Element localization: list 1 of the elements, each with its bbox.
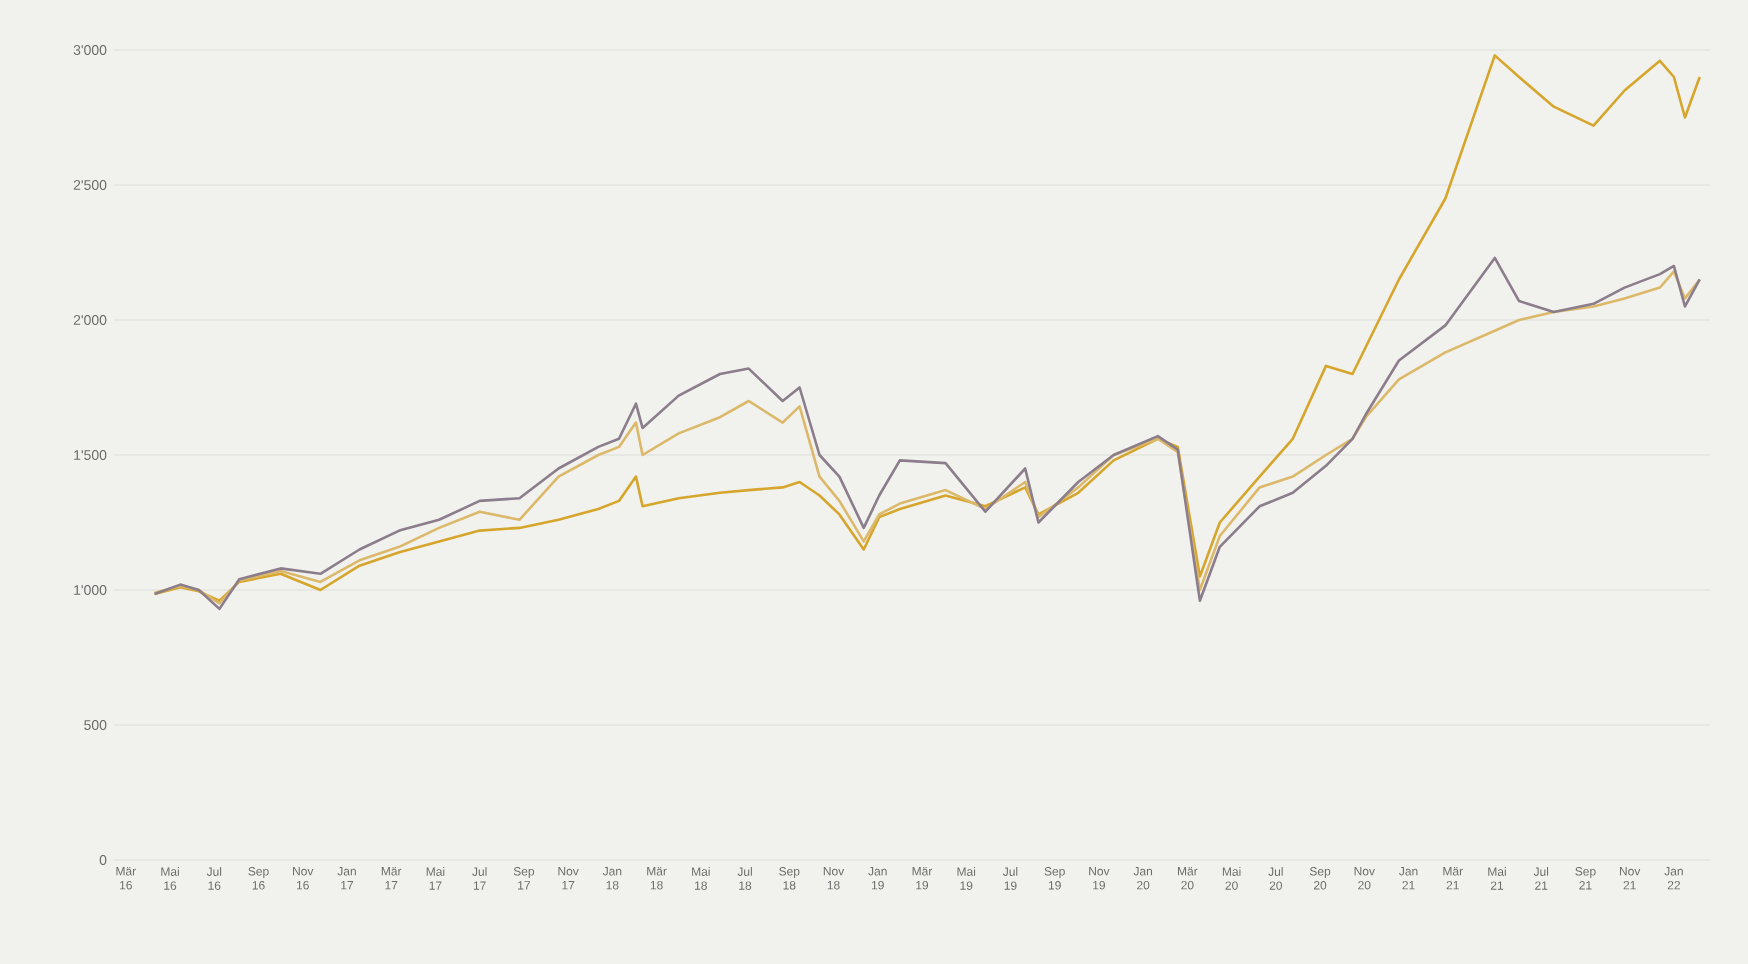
line-series bbox=[153, 54, 1702, 603]
